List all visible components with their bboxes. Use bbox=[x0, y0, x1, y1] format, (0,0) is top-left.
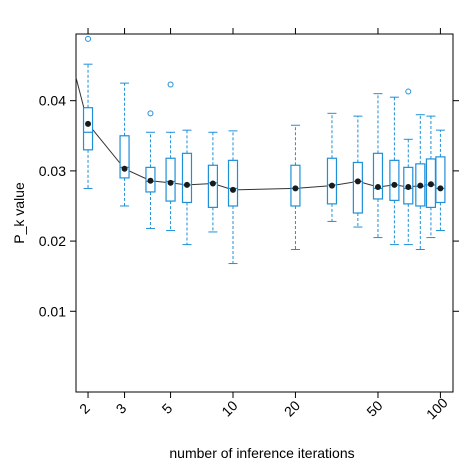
mean-point bbox=[328, 182, 335, 189]
x-tick-label: 100 bbox=[423, 394, 451, 422]
box-group bbox=[435, 129, 446, 232]
y-tick-label: 0.02 bbox=[39, 233, 66, 249]
y-tick-label: 0.04 bbox=[39, 93, 66, 109]
plot-frame bbox=[75, 33, 454, 393]
box-group bbox=[403, 88, 414, 246]
y-tick-label: 0.03 bbox=[39, 163, 66, 179]
mean-point bbox=[209, 180, 216, 187]
outlier-point bbox=[405, 88, 412, 95]
box bbox=[326, 157, 338, 205]
box bbox=[435, 156, 446, 204]
x-tick-label: 10 bbox=[218, 397, 240, 419]
x-tick-label: 20 bbox=[281, 397, 303, 419]
box-group bbox=[415, 114, 426, 251]
mean-point bbox=[417, 182, 424, 189]
mean-point bbox=[427, 181, 434, 188]
mean-point bbox=[391, 181, 398, 188]
box-group bbox=[389, 96, 400, 246]
box-group bbox=[326, 112, 338, 222]
y-axis-label: P_k value bbox=[11, 182, 27, 244]
outlier-point bbox=[85, 35, 92, 42]
box-group bbox=[82, 35, 94, 189]
box-group bbox=[119, 82, 130, 207]
box bbox=[119, 135, 130, 179]
mean-point bbox=[167, 179, 174, 186]
mean-point bbox=[121, 165, 128, 172]
outlier-point bbox=[167, 81, 174, 88]
x-tick-label: 50 bbox=[363, 397, 385, 419]
box-group bbox=[372, 93, 384, 239]
box-group bbox=[352, 115, 363, 228]
box bbox=[389, 159, 400, 201]
box bbox=[372, 152, 384, 200]
box-group bbox=[425, 115, 437, 239]
mean-point bbox=[437, 185, 444, 192]
mean-point bbox=[183, 181, 190, 188]
box bbox=[181, 152, 193, 204]
mean-point bbox=[292, 185, 299, 192]
box-group bbox=[227, 130, 239, 265]
plot-area bbox=[75, 35, 446, 265]
box bbox=[82, 107, 94, 151]
mean-point bbox=[230, 186, 237, 193]
x-tick-label: 5 bbox=[159, 400, 176, 417]
mean-point bbox=[354, 178, 361, 185]
box bbox=[352, 161, 363, 214]
mean-point bbox=[405, 184, 412, 191]
y-tick-label: 0.01 bbox=[39, 303, 66, 319]
box bbox=[227, 159, 239, 207]
box bbox=[165, 157, 176, 202]
mean-point bbox=[374, 184, 381, 191]
x-tick-label: 2 bbox=[76, 400, 93, 417]
axes: 0.01 0.02 0.03 0.04 2 3 5 10 20 50 100 bbox=[39, 28, 459, 422]
mean-curve bbox=[75, 77, 441, 191]
x-axis-label: number of inference iterations bbox=[169, 445, 354, 461]
box-group bbox=[165, 81, 176, 232]
x-tick-label: 3 bbox=[113, 400, 130, 417]
mean-point bbox=[85, 120, 92, 127]
mean-point bbox=[147, 177, 154, 184]
outlier-point bbox=[147, 110, 154, 117]
box-group bbox=[145, 110, 156, 229]
